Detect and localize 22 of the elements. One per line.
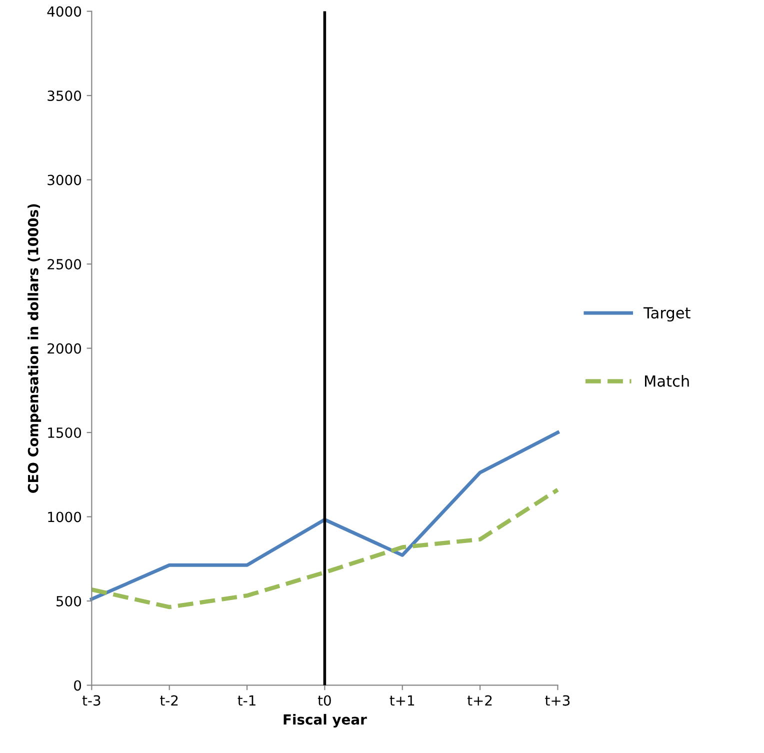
y-tick-label: 1500	[48, 427, 82, 438]
x-tick-label: t0	[318, 695, 331, 706]
legend-label: Target	[643, 307, 690, 322]
x-tick-label: t-1	[238, 695, 256, 706]
x-tick-label: t+1	[390, 695, 414, 706]
x-tick-label: t+3	[545, 695, 570, 706]
y-tick-label: 500	[56, 596, 82, 606]
x-tick-label: t-2	[160, 695, 178, 706]
y-tick-label: 3500	[48, 90, 82, 102]
line-series	[90, 488, 560, 610]
x-axis-title: Fiscal year	[284, 714, 367, 728]
y-tick-label: 4000	[47, 6, 82, 17]
y-tick-label: 0	[74, 680, 82, 691]
x-tick-label: t-3	[82, 695, 100, 706]
y-tick-label: 1000	[48, 512, 82, 522]
y-tick-label: 2000	[48, 343, 82, 354]
legend-label: Match	[645, 375, 689, 387]
line-series	[90, 430, 560, 601]
y-axis-title: CEO Compensation in dollars (1000s)	[28, 204, 42, 493]
y-tick-label: 3000	[48, 174, 82, 186]
x-tick-label: t+2	[467, 695, 492, 706]
y-tick-label: 2500	[48, 258, 82, 270]
